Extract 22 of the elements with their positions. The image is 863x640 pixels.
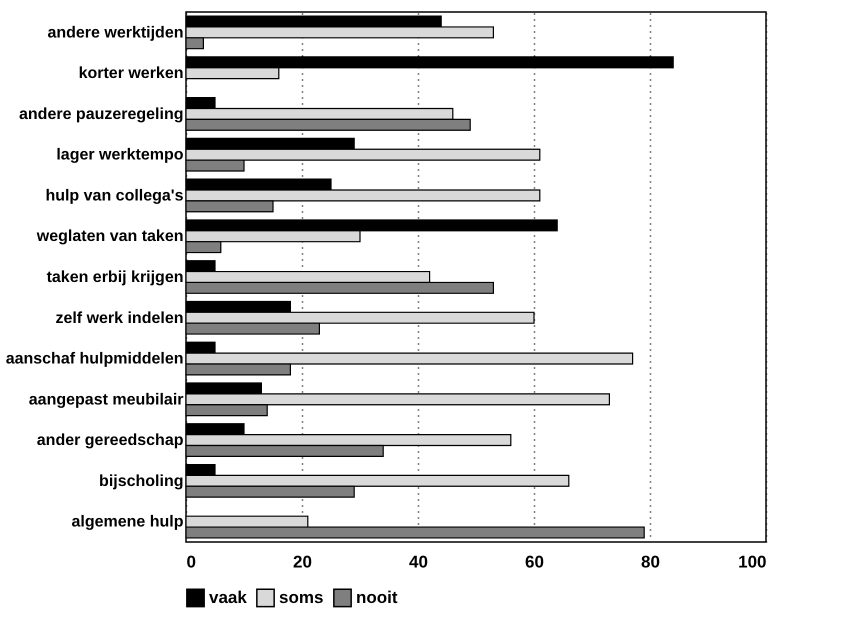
y-tick-label: andere werktijden bbox=[47, 24, 184, 42]
x-tick-label: 80 bbox=[641, 552, 660, 572]
y-tick-label: lager werktempo bbox=[56, 146, 184, 164]
x-tick-label: 0 bbox=[186, 552, 196, 572]
y-tick-label: aanschaf hulpmiddelen bbox=[6, 350, 184, 368]
legend-label: vaak bbox=[209, 588, 248, 607]
y-tick-label: taken erbij krijgen bbox=[46, 269, 184, 286]
y-tick-label: ander gereedschap bbox=[36, 432, 184, 450]
x-tick-label: 40 bbox=[409, 552, 428, 572]
y-tick-label: weglaten van taken bbox=[36, 228, 184, 246]
y-tick-label: aangepast meubilair bbox=[28, 391, 184, 408]
y-tick-label: korter werken bbox=[78, 65, 184, 82]
y-tick-label: andere pauzeregeling bbox=[19, 106, 184, 123]
x-tick-label: 100 bbox=[738, 552, 766, 572]
legend-label: nooit bbox=[356, 588, 398, 607]
y-tick-label: algemene hulp bbox=[71, 514, 184, 531]
y-tick-label: hulp van collega's bbox=[45, 187, 184, 204]
y-tick-label: bijscholing bbox=[99, 472, 184, 490]
y-tick-label: zelf werk indelen bbox=[55, 310, 184, 327]
x-tick-label: 20 bbox=[293, 552, 312, 572]
x-tick-label: 60 bbox=[525, 552, 544, 572]
legend-label: soms bbox=[279, 588, 324, 607]
